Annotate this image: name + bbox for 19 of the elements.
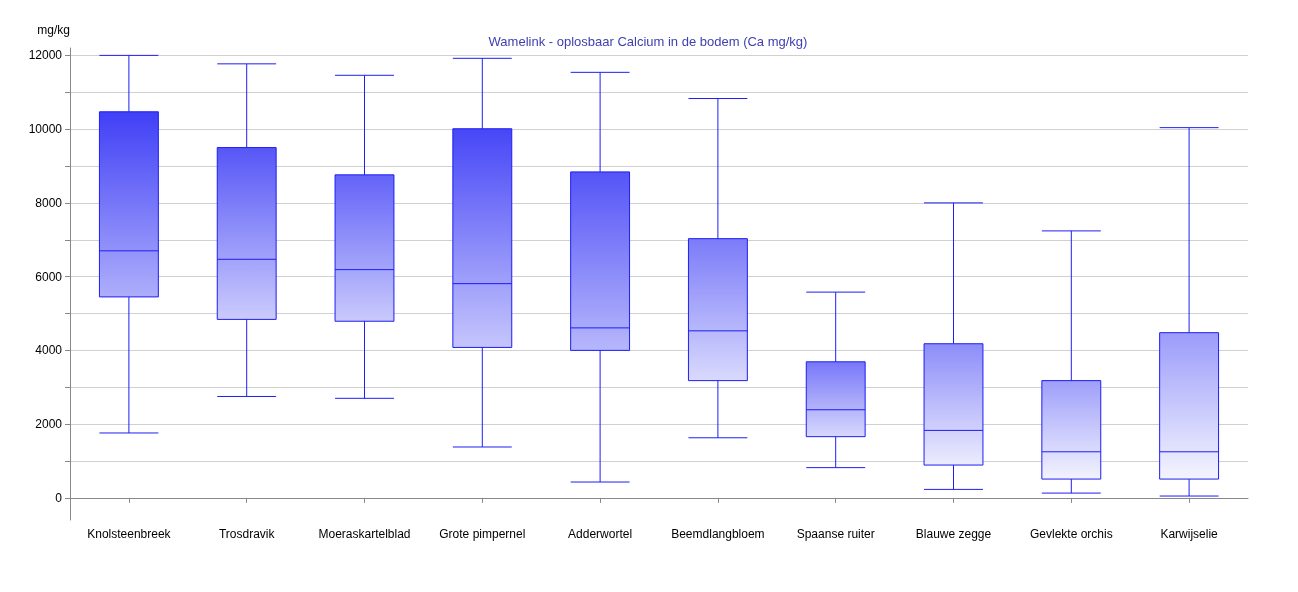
y-tick-label: 10000	[28, 122, 63, 137]
y-tick-label: 12000	[28, 48, 63, 63]
x-tick-label: Beemdlangbloem	[671, 527, 765, 541]
y-tick-label: 2000	[35, 417, 63, 432]
x-tick-label: Gevlekte orchis	[1029, 527, 1113, 541]
x-tick-label: Moeraskartelblad	[318, 527, 411, 541]
x-tick-label: Grote pimpernel	[439, 527, 526, 541]
x-tick-label: Spaanse ruiter	[796, 527, 875, 541]
y-tick-label: 0	[55, 490, 63, 505]
x-tick-label: Karwijselie	[1160, 527, 1219, 541]
chart-title: Wamelink - oplosbaar Calcium in de bodem (Ca mg/kg)	[488, 34, 808, 49]
x-tick-label: Blauwe zegge	[915, 527, 992, 541]
y-tick-label: 8000	[35, 195, 63, 210]
y-tick-label: 4000	[35, 343, 63, 358]
y-tick-label: 6000	[35, 269, 63, 284]
x-tick-label: Adderwortel	[568, 527, 633, 541]
x-tick-label: Trosdravik	[218, 527, 276, 541]
x-tick-label: Knolsteenbreek	[87, 527, 172, 541]
y-axis-title: mg/kg	[37, 23, 70, 37]
